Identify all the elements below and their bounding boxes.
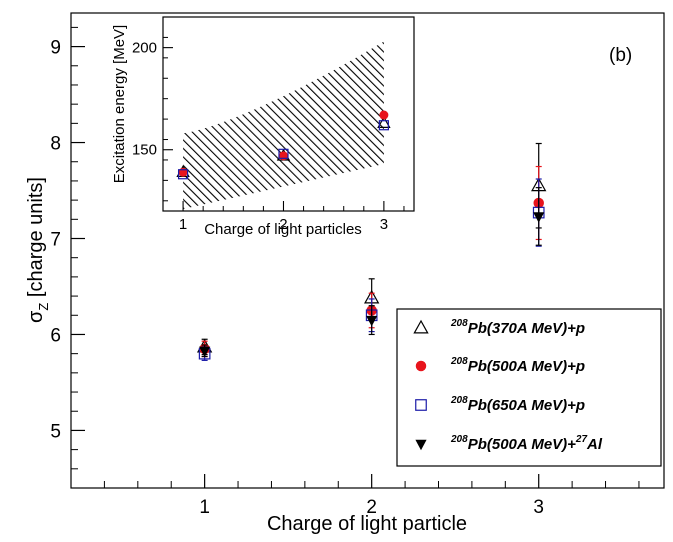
inset-y-axis-title: Excitation energy [MeV] [111, 25, 128, 183]
y-axis-title-subscript: Z [36, 303, 51, 311]
y-axis-title-symbol: σ [25, 310, 47, 323]
inset-series-3-point-2 [278, 148, 289, 159]
inset-data-marks [176, 110, 391, 180]
legend-entry-3: 208Pb(650A MeV)+p [450, 395, 585, 414]
series-4-point-3 [533, 212, 545, 223]
legend-symbol-1 [413, 319, 429, 334]
legend-entry-4-mass: 208 [450, 434, 468, 445]
series-4-point-2 [366, 315, 378, 327]
legend-entry-2-text: Pb(500A MeV)+p [468, 358, 585, 375]
main-plot-frame [70, 12, 665, 489]
x-tick-label-3: 3 [533, 497, 544, 518]
inset-x-tick-label-1: 1 [179, 216, 187, 233]
y-tick-label-9: 9 [50, 38, 61, 59]
main-axes: 5 6 7 8 9 1 2 3 [50, 26, 640, 518]
inset-x-axis-title: Charge of light particles [204, 221, 362, 238]
x-axis-title: Charge of light particle [267, 513, 467, 535]
y-tick-label-8: 8 [50, 134, 61, 155]
x-tick-label-1: 1 [199, 497, 210, 518]
legend: 208Pb(370A MeV)+p 208Pb(500A MeV)+p 208P… [396, 308, 662, 467]
y-tick-label-6: 6 [50, 325, 61, 346]
y-tick-label-5: 5 [50, 421, 61, 442]
legend-symbol-4 [415, 439, 427, 451]
inset-series-2-point-2 [278, 151, 288, 161]
legend-entry-1: 208Pb(370A MeV)+p [450, 318, 585, 337]
legend-entry-4-target-mass: 27 [575, 434, 588, 445]
y-tick-label-7: 7 [50, 230, 61, 251]
series-4-point-1 [199, 346, 211, 358]
legend-entry-1-mass: 208 [450, 318, 468, 329]
inset-axes: 150 200 1 2 3 [132, 36, 405, 233]
inset-hatched-band [183, 41, 384, 209]
legend-entry-3-mass: 208 [450, 395, 468, 406]
inset-series-2-point-1 [178, 167, 188, 177]
legend-box [396, 308, 662, 467]
inset-series-3-point-3 [378, 120, 389, 131]
panel-label: (b) [609, 45, 632, 66]
legend-entry-4: 208Pb(500A MeV)+27Al [450, 434, 603, 453]
inset-x-tick-label-3: 3 [380, 216, 388, 233]
legend-entry-3-text: Pb(650A MeV)+p [468, 397, 585, 414]
legend-entry-2: 208Pb(500A MeV)+p [450, 356, 585, 375]
y-axis-title: σZ [charge units] [25, 177, 51, 323]
legend-entry-4-text: Pb(500A MeV)+ [468, 436, 576, 453]
legend-entry-4-target: Al [586, 436, 603, 453]
x-tick-label-2: 2 [366, 497, 377, 518]
inset-series-2-point-3 [379, 110, 389, 120]
legend-symbol-3 [415, 399, 427, 411]
main-data-marks [196, 142, 547, 361]
legend-entry-2-mass: 208 [450, 356, 468, 367]
legend-entry-1-text: Pb(370A MeV)+p [468, 320, 585, 337]
legend-symbols [413, 319, 429, 451]
y-axis-title-rest: [charge units] [25, 177, 47, 303]
legend-symbol-2 [415, 360, 427, 372]
inset-series-3-point-1 [177, 169, 189, 180]
inset-series-1-point-3 [377, 115, 391, 128]
inset-y-tick-label-200: 200 [132, 40, 157, 57]
inset-y-tick-label-150: 150 [132, 142, 157, 159]
inset-band-area [183, 41, 384, 209]
inset-x-tick-label-2: 2 [279, 216, 287, 233]
